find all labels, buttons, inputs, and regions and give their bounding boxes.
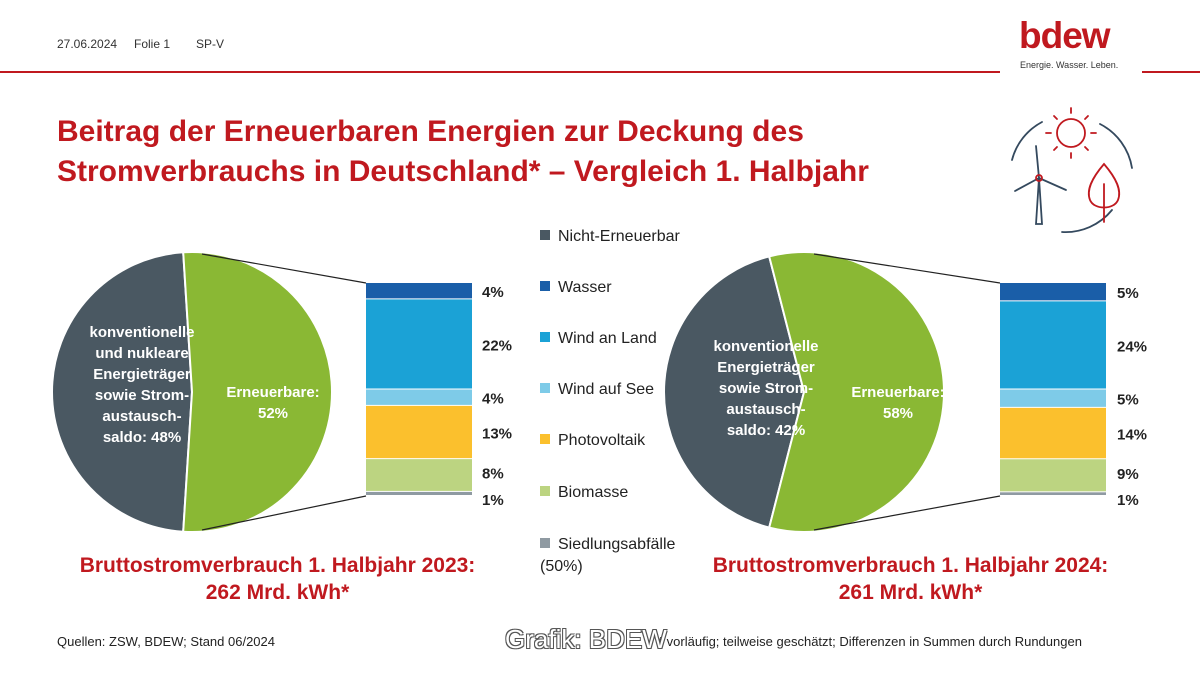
pie1-connector-top xyxy=(201,253,367,284)
pie2-label-nicht-line-5: saldo: 42% xyxy=(726,422,806,439)
footer-note: * vorläufig; teilweise geschätzt; Differ… xyxy=(658,634,1082,649)
legend-swatch-wind-auf-see xyxy=(540,383,550,393)
pie1-bar-segment-photovoltaik xyxy=(366,405,472,459)
pie2-connector-top xyxy=(813,253,1001,284)
pie2-bar-label-photovoltaik: 14% xyxy=(1117,427,1147,444)
footer-source: Quellen: ZSW, BDEW; Stand 06/2024 xyxy=(57,634,275,649)
pie1-label-nicht-line-1: konventionelle xyxy=(89,324,195,341)
legend-label-biomasse: Biomasse xyxy=(558,484,629,501)
pie2-label-nicht-line-3: sowie Strom- xyxy=(718,380,814,397)
pie1-bar-label-photovoltaik: 13% xyxy=(482,426,512,443)
pie2-label-nicht-erneuerbar: konventionelle Energieträger sowie Strom… xyxy=(692,336,840,441)
legend-swatch-nicht-erneuerbar xyxy=(540,230,550,240)
legend-label-wasser: Wasser xyxy=(558,279,612,296)
pie1-label-nicht-line-2: und nukleare xyxy=(95,345,189,362)
pie2-label-nicht-line-1: konventionelle xyxy=(713,338,819,355)
header-rule-right xyxy=(1142,71,1200,73)
pie1-bar-segment-wind-auf-see xyxy=(366,389,472,405)
pie1-label-ee-line-2: 52% xyxy=(257,405,289,422)
slide-department: SP-V xyxy=(196,37,225,51)
legend-swatch-photovoltaik xyxy=(540,434,550,444)
pie1-bar-label-wind-an-land: 22% xyxy=(482,337,512,354)
slide-date: 27.06.2024 xyxy=(57,37,118,51)
legend-label-wind-auf-see: Wind auf See xyxy=(558,381,655,398)
legend-label-wind-an-land: Wind an Land xyxy=(558,330,657,347)
legend-swatch-biomasse xyxy=(540,486,550,496)
pie1-label-erneuerbar: Erneuerbare: 52% xyxy=(218,382,328,424)
bdew-logo: bdew xyxy=(1019,15,1111,56)
pie1-label-nicht-line-5: austausch- xyxy=(102,408,182,425)
pie1-bar-label-wind-auf-see: 4% xyxy=(482,391,504,408)
pie1-bar-segment-wind-an-land xyxy=(366,299,472,389)
total-2023: Bruttostromverbrauch 1. Halbjahr 2023: 2… xyxy=(55,552,500,606)
page-title-line-1: Beitrag der Erneuerbaren Energien zur De… xyxy=(57,115,804,148)
pie1-label-ee-line-1: Erneuerbare: xyxy=(226,384,320,401)
legend-item-nicht-erneuerbar: Nicht-Erneuerbar xyxy=(540,226,720,248)
total-2023-line-1: Bruttostromverbrauch 1. Halbjahr 2023: xyxy=(79,554,476,577)
legend-swatch-siedlungsabfaelle xyxy=(540,538,550,548)
pie2-label-ee-line-1: Erneuerbare: xyxy=(851,384,945,401)
watermark: Grafik: BDEW xyxy=(505,624,667,654)
pie1-bar-segment-siedlungsabfaelle xyxy=(366,491,472,495)
pie2-label-nicht-line-2: Energieträger xyxy=(717,359,815,376)
pie1-slice-nicht-erneuerbar xyxy=(51,251,194,533)
pie2-bar-segment-wasser xyxy=(1000,283,1106,301)
pie2-bar-segment-siedlungsabfaelle xyxy=(1000,492,1106,495)
page-title-line-2: Stromverbrauchs in Deutschland* – Vergle… xyxy=(57,155,869,188)
pie2-connector-bottom xyxy=(813,495,1001,531)
pie2-slice-nicht-erneuerbar xyxy=(662,255,806,529)
pie2-bar-segment-wind-auf-see xyxy=(1000,389,1106,407)
pie2-bar-label-wind-auf-see: 5% xyxy=(1117,392,1139,409)
legend-item-wind-an-land: Wind an Land xyxy=(540,328,720,350)
legend-item-photovoltaik: Photovoltaik xyxy=(540,430,720,452)
pie1-bar-label-siedlungsabfaelle: 1% xyxy=(482,492,504,509)
pie1-bar-label-wasser: 4% xyxy=(482,284,504,301)
legend-swatch-wind-an-land xyxy=(540,332,550,342)
pie1-label-nicht-line-4: sowie Strom- xyxy=(94,387,190,404)
legend-label-siedlungsabfaelle: Siedlungsabfälle (50%) xyxy=(540,536,676,575)
legend-item-siedlungsabfaelle: Siedlungsabfälle (50%) xyxy=(540,534,710,578)
legend-label-nicht-erneuerbar: Nicht-Erneuerbar xyxy=(558,228,680,245)
pie2-slice-erneuerbar xyxy=(767,251,945,533)
pie1-label-nicht-erneuerbar: konventionelle und nukleare Energieträge… xyxy=(62,322,222,448)
total-2024-line-1: Bruttostromverbrauch 1. Halbjahr 2024: xyxy=(712,554,1109,577)
pie1-label-nicht-line-3: Energieträger xyxy=(93,366,191,383)
total-2024: Bruttostromverbrauch 1. Halbjahr 2024: 2… xyxy=(688,552,1133,606)
pie2-bar-segment-biomasse xyxy=(1000,459,1106,492)
pie2-label-nicht-line-4: austausch- xyxy=(726,401,806,418)
total-2024-line-2: 261 Mrd. kWh* xyxy=(838,581,983,604)
legend-item-wasser: Wasser xyxy=(540,277,720,299)
pie2-bar-label-biomasse: 9% xyxy=(1117,466,1139,483)
legend-swatch-wasser xyxy=(540,281,550,291)
pie2-bar-label-siedlungsabfaelle: 1% xyxy=(1117,492,1139,509)
page-title: Beitrag der Erneuerbaren Energien zur De… xyxy=(57,112,997,192)
pie2-label-erneuerbar: Erneuerbare: 58% xyxy=(838,382,958,424)
pie2-label-ee-line-2: 58% xyxy=(882,405,914,422)
pie1-label-nicht-line-6: saldo: 48% xyxy=(102,429,182,446)
bdew-logo-tagline: Energie. Wasser. Leben. xyxy=(1020,60,1119,70)
pie1-connector-bottom xyxy=(201,495,367,531)
pie1-bar-label-biomasse: 8% xyxy=(482,466,504,483)
legend-label-photovoltaik: Photovoltaik xyxy=(558,432,646,449)
pie1-bar-segment-biomasse xyxy=(366,459,472,491)
pie2-bar-label-wasser: 5% xyxy=(1117,285,1139,302)
pie2-bar-segment-wind-an-land xyxy=(1000,301,1106,389)
pie1-bar-segment-wasser xyxy=(366,283,472,299)
pie2-bar-label-wind-an-land: 24% xyxy=(1117,338,1147,355)
header-rule-left xyxy=(0,71,1000,73)
legend-item-biomasse: Biomasse xyxy=(540,482,720,504)
legend-item-wind-auf-see: Wind auf See xyxy=(540,379,720,401)
pie2-bar-segment-photovoltaik xyxy=(1000,407,1106,459)
slide-number: Folie 1 xyxy=(134,37,171,51)
total-2023-line-2: 262 Mrd. kWh* xyxy=(205,581,350,604)
